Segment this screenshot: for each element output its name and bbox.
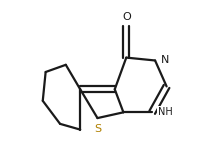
Text: O: O [122,12,131,22]
Text: S: S [94,124,101,134]
Text: NH: NH [158,107,173,117]
Text: N: N [161,55,169,66]
